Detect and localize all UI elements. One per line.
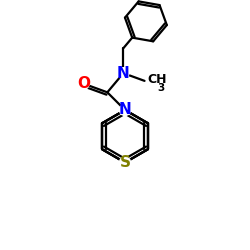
- Text: CH: CH: [148, 73, 167, 86]
- Circle shape: [78, 78, 89, 89]
- Text: N: N: [119, 102, 132, 118]
- Circle shape: [120, 157, 130, 168]
- Text: O: O: [77, 76, 90, 91]
- Text: S: S: [120, 155, 130, 170]
- Text: N: N: [117, 66, 130, 81]
- Text: 3: 3: [158, 83, 165, 93]
- Circle shape: [118, 68, 129, 79]
- Circle shape: [120, 104, 130, 116]
